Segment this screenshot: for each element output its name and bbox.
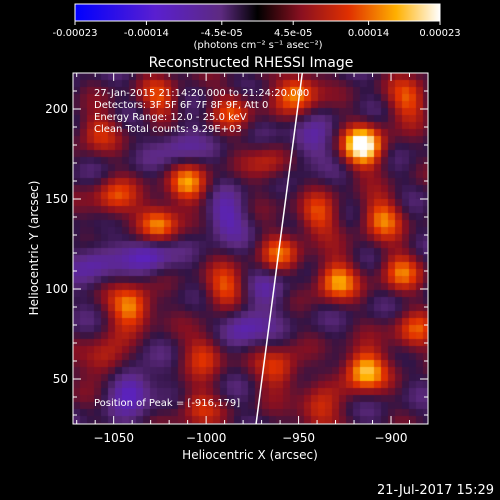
colorbar-ticks: -0.00023 -0.00014 -4.5e-05 4.5e-05 0.00014 0.… bbox=[53, 21, 461, 39]
y-axis-label: Heliocentric Y (arcsec) bbox=[27, 181, 41, 316]
colorbar-tick-label: -0.00023 bbox=[53, 28, 98, 39]
heatmap-area bbox=[73, 73, 428, 424]
colorbar-tick-label: -0.00014 bbox=[124, 28, 169, 39]
y-tick-label: 100 bbox=[45, 282, 68, 296]
x-tick-label: −900 bbox=[375, 431, 408, 445]
plot-frame bbox=[72, 72, 429, 425]
colorbar bbox=[74, 3, 441, 22]
limb-line bbox=[255, 73, 304, 424]
colorbar-tick-label: 0.00014 bbox=[348, 28, 389, 39]
x-tick-label: −950 bbox=[282, 431, 315, 445]
peak-position-label: Position of Peak = [-916,179] bbox=[94, 398, 240, 409]
footer-timestamp: 21-Jul-2017 15:29 bbox=[377, 483, 494, 498]
colorbar-tick-label: -4.5e-05 bbox=[201, 28, 243, 39]
annotation-line: Detectors: 3F 5F 6F 7F 8F 9F, Att 0 bbox=[94, 100, 268, 111]
x-tick-label: −1000 bbox=[186, 431, 227, 445]
y-tick-label: 150 bbox=[45, 192, 68, 206]
y-tick-label: 200 bbox=[45, 102, 68, 116]
colorbar-tick-label: 0.00023 bbox=[419, 28, 460, 39]
colorbar-tick-label: 4.5e-05 bbox=[274, 28, 312, 39]
annotations: 27-Jan-2015 21:14:20.000 to 21:24:20.000… bbox=[94, 88, 309, 409]
annotation-line: Energy Range: 12.0 - 25.0 keV bbox=[94, 112, 247, 123]
colorbar-unit-label: (photons cm⁻² s⁻¹ asec⁻²) bbox=[193, 40, 322, 51]
axes: −1050 −1000 −950 −900 50 100 150 200 bbox=[45, 72, 429, 445]
x-tick-label: −1050 bbox=[93, 431, 134, 445]
y-tick-label: 50 bbox=[53, 372, 68, 386]
annotation-line: 27-Jan-2015 21:14:20.000 to 21:24:20.000 bbox=[94, 88, 309, 99]
chart-title: Reconstructed RHESSI Image bbox=[149, 55, 354, 71]
annotation-line: Clean Total counts: 9.29E+03 bbox=[94, 124, 242, 135]
x-axis-label: Heliocentric X (arcsec) bbox=[182, 448, 318, 462]
